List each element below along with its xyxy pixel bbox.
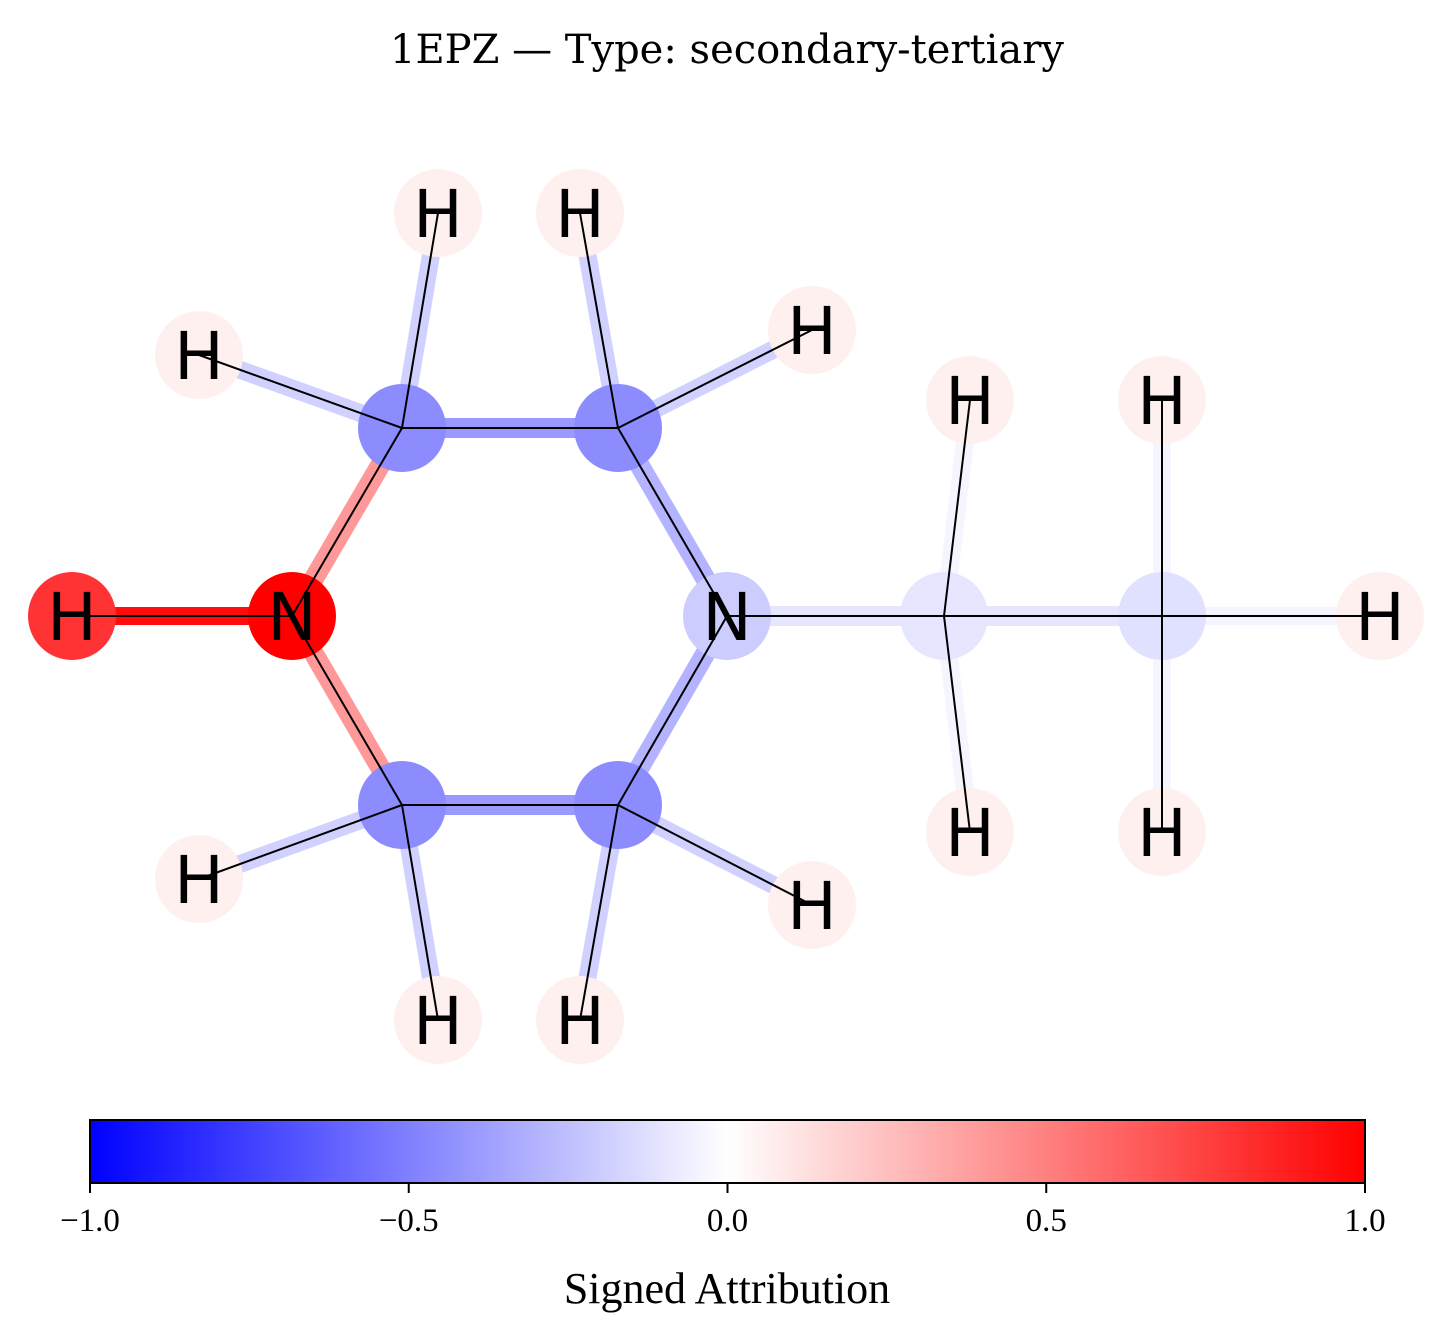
atom-label-H7b: H bbox=[945, 795, 995, 872]
colorbar-tick-label: −1.0 bbox=[60, 1203, 120, 1239]
colorbar-tick-label: −0.5 bbox=[379, 1203, 439, 1239]
atom-label-H5b: H bbox=[555, 983, 605, 1060]
atom-label-H1: H bbox=[47, 579, 97, 656]
atom-label-H5a: H bbox=[787, 868, 837, 945]
colorbar-tick-label: 1.0 bbox=[1344, 1203, 1385, 1239]
bond-C5-H5a bbox=[617, 804, 813, 906]
figure-title: 1EPZ — Type: secondary-tertiary bbox=[390, 27, 1064, 73]
bond-C3-N4 bbox=[617, 427, 728, 617]
atom-label-H8c: H bbox=[1355, 579, 1405, 656]
bond-N4-C5 bbox=[617, 615, 728, 806]
bond-C7-H7a bbox=[943, 399, 971, 617]
atom-label-H8b: H bbox=[1137, 795, 1187, 872]
bond-C2-H2b bbox=[401, 212, 439, 429]
atom-label-H6a: H bbox=[174, 842, 224, 919]
colorbar-label: Signed Attribution bbox=[564, 1264, 890, 1313]
bond-C7-H7b bbox=[943, 615, 971, 833]
bond-C3-H3b bbox=[617, 329, 813, 429]
atom-label-H3b: H bbox=[787, 293, 837, 370]
colorbar-tick-label: 0.5 bbox=[1026, 1203, 1067, 1239]
colorbar-ticks: −1.0 −0.5 0.0 0.5 1.0 bbox=[60, 1183, 1386, 1239]
atom-label-H2b: H bbox=[413, 176, 463, 253]
atom-label-H3a: H bbox=[555, 176, 605, 253]
atom-label-layer: N H N H H H H H H H H H H H H H bbox=[47, 176, 1405, 1060]
bond-C2-H2a bbox=[198, 354, 403, 429]
bond-C5-H5b bbox=[579, 804, 619, 1021]
bond-C3-H3a bbox=[579, 212, 619, 429]
colorbar: −1.0 −0.5 0.0 0.5 1.0 Signed Attribution bbox=[60, 1119, 1386, 1313]
bond-C6-H6b bbox=[401, 804, 439, 1021]
atom-label-H8a: H bbox=[1137, 363, 1187, 440]
bond-line-layer bbox=[72, 212, 1380, 1021]
bond-N1-C6 bbox=[291, 615, 403, 806]
atom-label-N1: N bbox=[267, 579, 316, 656]
atom-label-H2a: H bbox=[174, 318, 224, 395]
atom-label-H7a: H bbox=[945, 363, 995, 440]
colorbar-tick-label: 0.0 bbox=[707, 1203, 748, 1239]
bond-C6-H6a bbox=[198, 804, 403, 880]
atom-label-N4: N bbox=[702, 579, 751, 656]
molecule-graph: N H N H H H H H H H H H H H H H bbox=[28, 169, 1424, 1064]
bond-N1-C2 bbox=[291, 427, 403, 617]
atom-label-H6b: H bbox=[413, 983, 463, 1060]
colorbar-gradient bbox=[89, 1119, 1366, 1184]
